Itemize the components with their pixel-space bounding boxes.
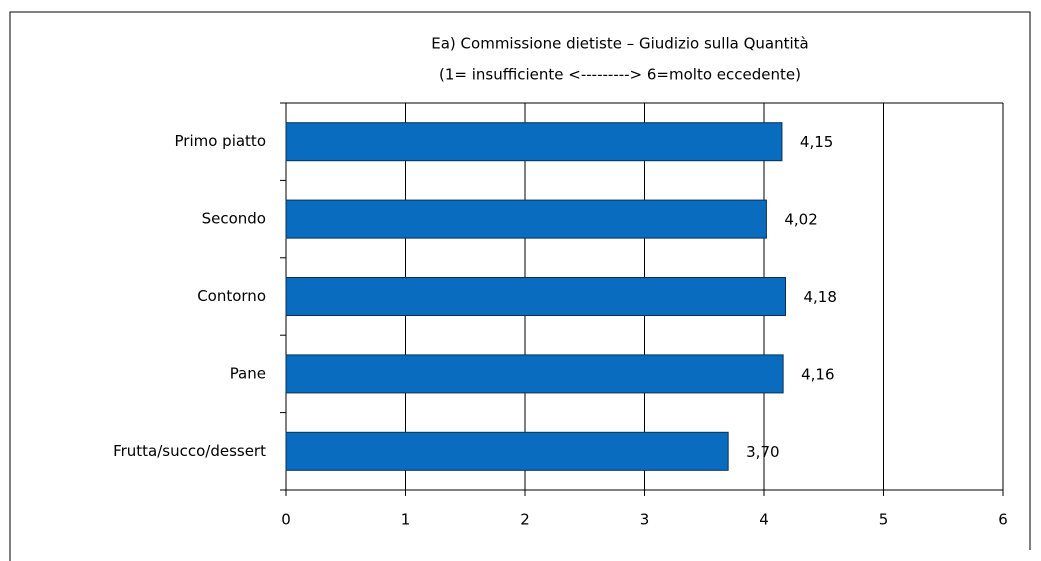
data-label: 4,02 bbox=[784, 211, 817, 229]
bar bbox=[285, 277, 787, 316]
data-label: 4,18 bbox=[804, 288, 837, 306]
x-tick-label: 0 bbox=[281, 511, 291, 529]
chart-subtitle: (1= insufficiente <---------> 6=molto ec… bbox=[439, 66, 801, 84]
x-tick-label: 1 bbox=[401, 511, 411, 529]
bar bbox=[285, 199, 767, 239]
chart-title: Ea) Commissione dietiste – Giudizio sull… bbox=[431, 35, 808, 53]
y-tick-label: Pane bbox=[230, 364, 266, 382]
x-tick-label: 2 bbox=[520, 511, 530, 529]
bar bbox=[285, 431, 729, 471]
y-tick-label: Frutta/succo/dessert bbox=[113, 442, 266, 460]
data-label: 4,15 bbox=[800, 133, 833, 151]
x-tick-label: 6 bbox=[998, 511, 1008, 529]
y-tick-label: Primo piatto bbox=[175, 132, 267, 150]
data-label: 4,16 bbox=[801, 365, 834, 383]
chart-border bbox=[9, 11, 1031, 561]
y-tick-label: Contorno bbox=[197, 287, 266, 305]
x-tick-label: 5 bbox=[879, 511, 889, 529]
x-tick-label: 3 bbox=[640, 511, 650, 529]
bar bbox=[285, 354, 784, 394]
bar bbox=[285, 122, 783, 162]
data-label: 3,70 bbox=[746, 443, 779, 461]
x-tick-label: 4 bbox=[759, 511, 769, 529]
y-tick-label: Secondo bbox=[202, 210, 266, 228]
